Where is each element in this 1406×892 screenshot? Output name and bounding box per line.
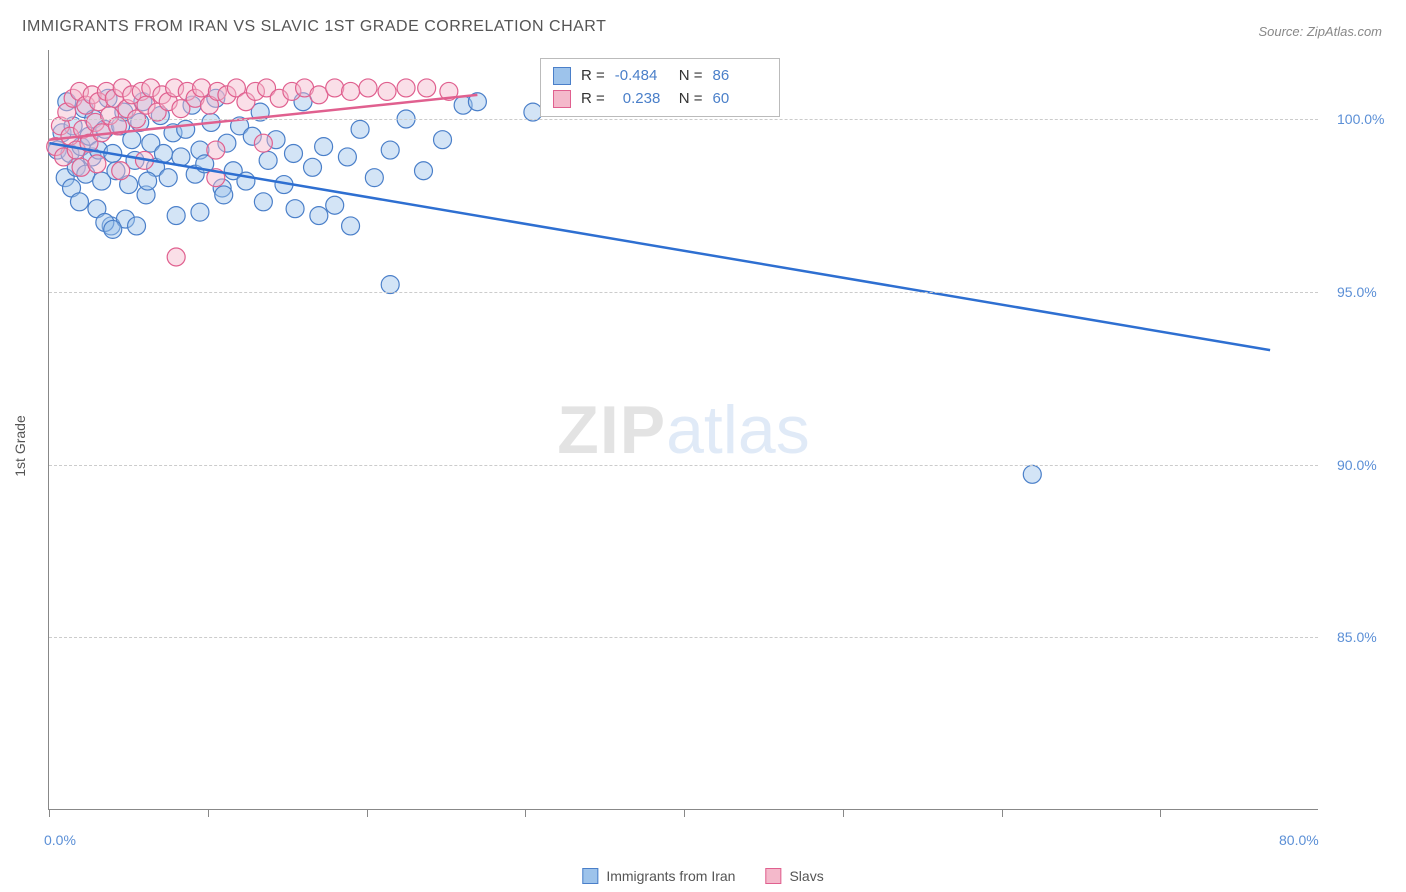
- ytick-label: 85.0%: [1337, 629, 1377, 645]
- r-label-1: R =: [581, 88, 605, 111]
- scatter-point: [112, 162, 130, 180]
- xtick-label: 0.0%: [44, 832, 76, 848]
- scatter-point: [326, 79, 344, 97]
- chart-title: IMMIGRANTS FROM IRAN VS SLAVIC 1ST GRADE…: [22, 18, 606, 36]
- scatter-point: [326, 196, 344, 214]
- ytick-label: 90.0%: [1337, 457, 1377, 473]
- stats-swatch-0: [553, 67, 571, 85]
- scatter-point: [193, 79, 211, 97]
- legend: Immigrants from Iran Slavs: [582, 868, 823, 884]
- scatter-point: [381, 141, 399, 159]
- stats-row-0: R = -0.484 N = 86: [553, 65, 767, 88]
- scatter-point: [207, 141, 225, 159]
- scatter-point: [159, 169, 177, 187]
- scatter-point: [285, 145, 303, 163]
- scatter-point: [286, 200, 304, 218]
- legend-label-0: Immigrants from Iran: [606, 868, 735, 884]
- scatter-point: [191, 203, 209, 221]
- legend-item-0: Immigrants from Iran: [582, 868, 735, 884]
- chart-container: IMMIGRANTS FROM IRAN VS SLAVIC 1ST GRADE…: [0, 0, 1406, 892]
- scatter-point: [351, 120, 369, 138]
- scatter-point: [378, 82, 396, 100]
- n-label-1: N =: [679, 88, 703, 111]
- scatter-point: [215, 186, 233, 204]
- scatter-point: [254, 134, 272, 152]
- scatter-point: [167, 207, 185, 225]
- n-value-1: 60: [713, 88, 767, 111]
- r-label-0: R =: [581, 65, 605, 88]
- legend-label-1: Slavs: [789, 868, 823, 884]
- scatter-point: [167, 248, 185, 266]
- scatter-point: [315, 138, 333, 156]
- scatter-point: [304, 158, 322, 176]
- scatter-point: [397, 79, 415, 97]
- legend-swatch-1: [765, 868, 781, 884]
- ytick-label: 95.0%: [1337, 284, 1377, 300]
- scatter-point: [139, 172, 157, 190]
- scatter-point: [342, 82, 360, 100]
- scatter-point: [104, 220, 122, 238]
- n-value-0: 86: [713, 65, 767, 88]
- stats-box: R = -0.484 N = 86 R = 0.238 N = 60: [540, 58, 780, 117]
- scatter-point: [88, 155, 106, 173]
- scatter-point: [415, 162, 433, 180]
- ytick-label: 100.0%: [1337, 111, 1384, 127]
- scatter-point: [359, 79, 377, 97]
- scatter-point: [1023, 465, 1041, 483]
- scatter-point: [70, 193, 88, 211]
- stats-swatch-1: [553, 90, 571, 108]
- scatter-point: [123, 131, 141, 149]
- y-axis-label: 1st Grade: [12, 415, 28, 476]
- chart-svg: [49, 50, 1318, 809]
- source-label: Source: ZipAtlas.com: [1258, 24, 1382, 39]
- xtick-label: 80.0%: [1279, 832, 1319, 848]
- scatter-point: [365, 169, 383, 187]
- scatter-point: [254, 193, 272, 211]
- scatter-point: [259, 151, 277, 169]
- scatter-point: [310, 207, 328, 225]
- scatter-point: [338, 148, 356, 166]
- scatter-point: [418, 79, 436, 97]
- scatter-point: [128, 217, 146, 235]
- plot-area: ZIPatlas 85.0%90.0%95.0%100.0%0.0%80.0%: [48, 50, 1318, 810]
- r-value-0: -0.484: [615, 65, 669, 88]
- legend-swatch-0: [582, 868, 598, 884]
- scatter-point: [342, 217, 360, 235]
- scatter-point: [154, 145, 172, 163]
- stats-row-1: R = 0.238 N = 60: [553, 88, 767, 111]
- r-value-1: 0.238: [615, 88, 669, 111]
- trend-line: [49, 143, 1270, 350]
- scatter-point: [434, 131, 452, 149]
- legend-item-1: Slavs: [765, 868, 823, 884]
- scatter-point: [177, 120, 195, 138]
- scatter-point: [72, 158, 90, 176]
- n-label-0: N =: [679, 65, 703, 88]
